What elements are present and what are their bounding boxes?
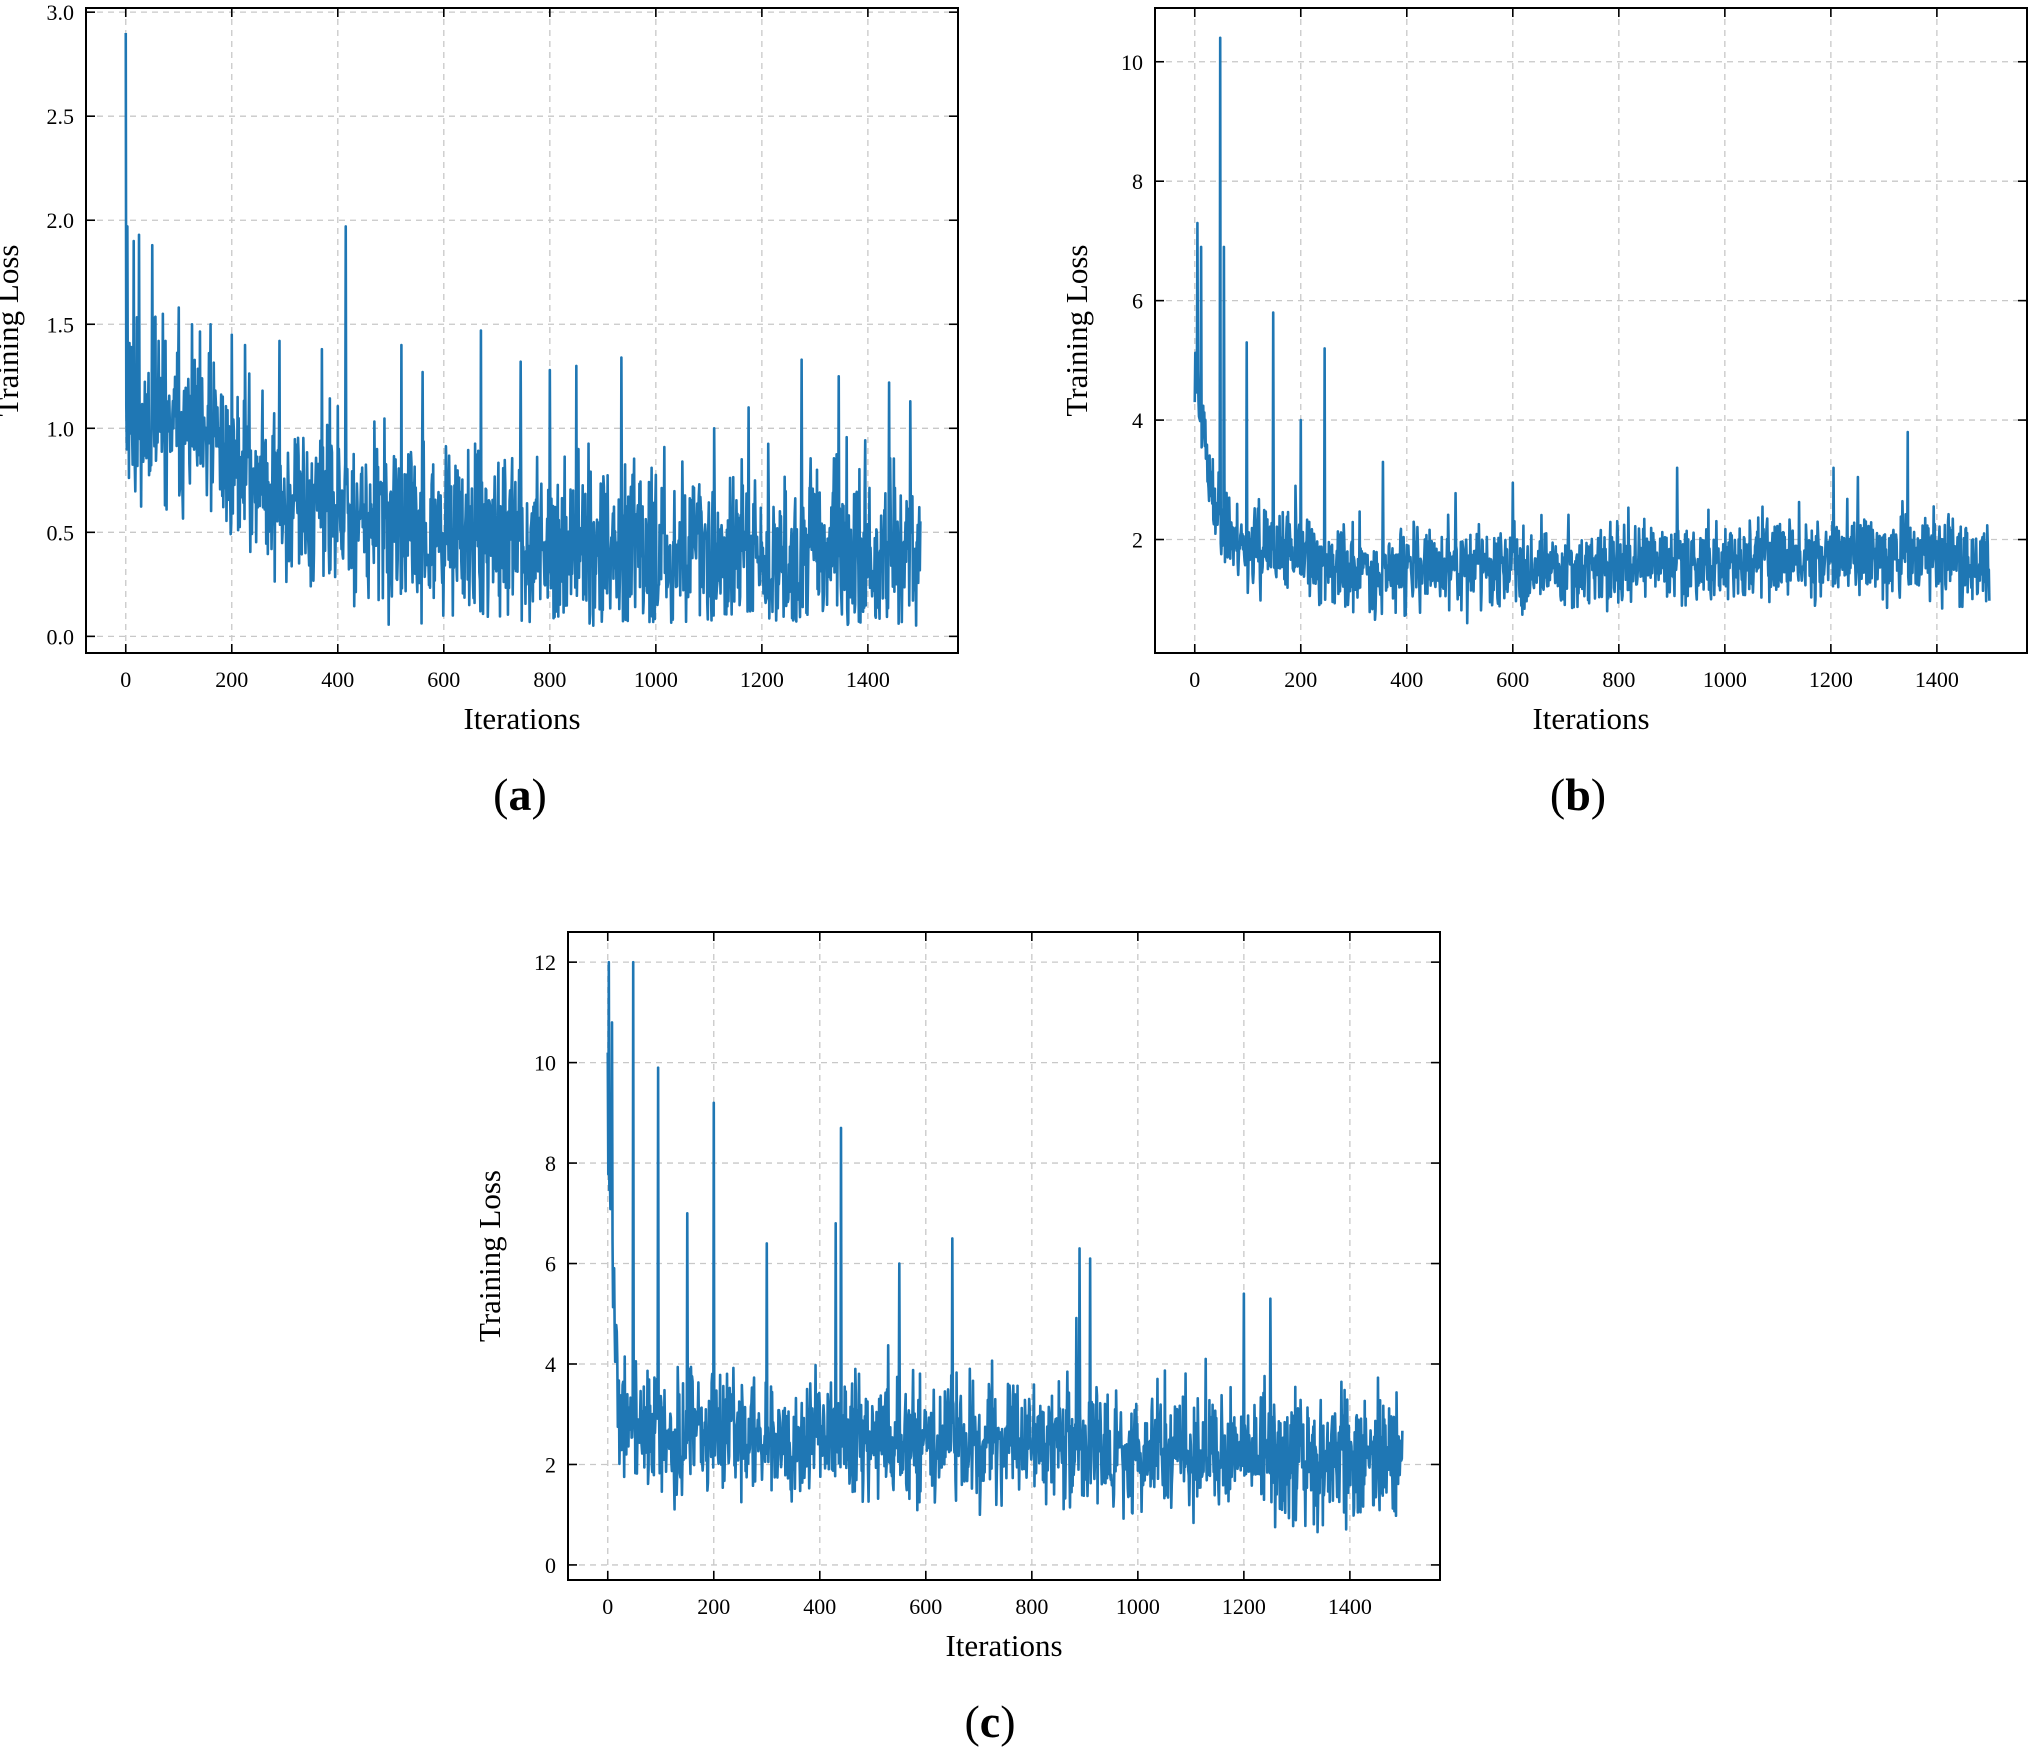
panel-label-c: (c) (964, 1696, 1016, 1747)
y-tick-label-b-0: 2 (1132, 528, 1143, 553)
y-tick-label-c-4: 8 (545, 1151, 556, 1176)
x-tick-label-c-2: 400 (803, 1594, 836, 1619)
panel-label-a: (a) (493, 769, 547, 820)
chart-panel-a: 0 200 400 600 800 1000 1200 1400 0.0 0.5 1.0 1.5 2.0… (0, 0, 959, 736)
chart-panel-c: 0 200 400 600 800 1000 1200 1400 0 2 4 6 8 10 12 Iterat… (472, 931, 1441, 1663)
x-tick-label-c-1: 200 (697, 1594, 730, 1619)
series-line-a (124, 32, 922, 627)
x-axis-label-a: Iterations (463, 701, 580, 736)
series-line-b (1193, 36, 1991, 625)
plot-frame-c (567, 931, 1441, 1581)
panel-label-c-letter: c (979, 1696, 1001, 1747)
x-tick-label-a-3: 600 (427, 667, 460, 692)
x-tick-label-a-7: 1400 (846, 667, 890, 692)
x-tick-label-b-0: 0 (1189, 667, 1200, 692)
x-tick-label-a-5: 1000 (634, 667, 678, 692)
y-tick-label-a-5: 2.5 (47, 104, 75, 129)
y-tick-label-b-4: 10 (1121, 50, 1143, 75)
x-tick-label-b-6: 1200 (1809, 667, 1853, 692)
y-tick-label-c-5: 10 (534, 1051, 556, 1076)
panel-label-b-letter: b (1565, 769, 1591, 820)
x-tick-label-b-2: 400 (1390, 667, 1423, 692)
y-tick-label-c-1: 2 (545, 1452, 556, 1477)
x-tick-label-b-7: 1400 (1915, 667, 1959, 692)
y-axis-label-b: Training Loss (1059, 245, 1094, 417)
x-tick-label-a-4: 800 (533, 667, 566, 692)
series-line-c (606, 960, 1404, 1534)
plot-frame-b (1154, 7, 2028, 654)
x-tick-label-c-5: 1000 (1116, 1594, 1160, 1619)
x-tick-label-b-4: 800 (1602, 667, 1635, 692)
y-tick-label-a-1: 0.5 (47, 520, 75, 545)
x-tick-label-b-5: 1000 (1703, 667, 1747, 692)
x-tick-label-c-6: 1200 (1222, 1594, 1266, 1619)
x-tick-label-a-0: 0 (120, 667, 131, 692)
x-axis-label-b: Iterations (1532, 701, 1649, 736)
y-tick-label-b-1: 4 (1132, 408, 1143, 433)
y-axis-label-a: Training Loss (0, 245, 25, 417)
y-tick-label-c-0: 0 (545, 1553, 556, 1578)
x-tick-label-a-6: 1200 (740, 667, 784, 692)
x-tick-label-b-3: 600 (1496, 667, 1529, 692)
x-axis-label-c: Iterations (945, 1628, 1062, 1663)
y-tick-label-c-3: 6 (545, 1252, 556, 1277)
y-tick-label-a-4: 2.0 (47, 208, 75, 233)
y-tick-label-c-2: 4 (545, 1352, 556, 1377)
x-tick-label-c-3: 600 (909, 1594, 942, 1619)
y-axis-label-c: Training Loss (472, 1170, 507, 1342)
y-tick-label-b-3: 8 (1132, 169, 1143, 194)
x-tick-label-c-0: 0 (602, 1594, 613, 1619)
y-tick-label-c-6: 12 (534, 950, 556, 975)
panel-label-a-letter: a (508, 769, 532, 820)
x-tick-label-c-4: 800 (1015, 1594, 1048, 1619)
x-tick-label-c-7: 1400 (1328, 1594, 1372, 1619)
chart-panel-b: 0 200 400 600 800 1000 1200 1400 2 4 6 8 10 Iteration… (1059, 7, 2028, 736)
x-tick-label-a-1: 200 (215, 667, 248, 692)
y-tick-label-a-0: 0.0 (47, 624, 75, 649)
panel-label-b: (b) (1549, 769, 1607, 820)
x-tick-label-b-1: 200 (1284, 667, 1317, 692)
y-tick-label-a-6: 3.0 (47, 0, 75, 25)
x-tick-label-a-2: 400 (321, 667, 354, 692)
plot-frame-a (85, 7, 959, 654)
y-tick-label-a-2: 1.0 (47, 416, 75, 441)
y-tick-label-a-3: 1.5 (47, 312, 75, 337)
y-tick-label-b-2: 6 (1132, 289, 1143, 314)
